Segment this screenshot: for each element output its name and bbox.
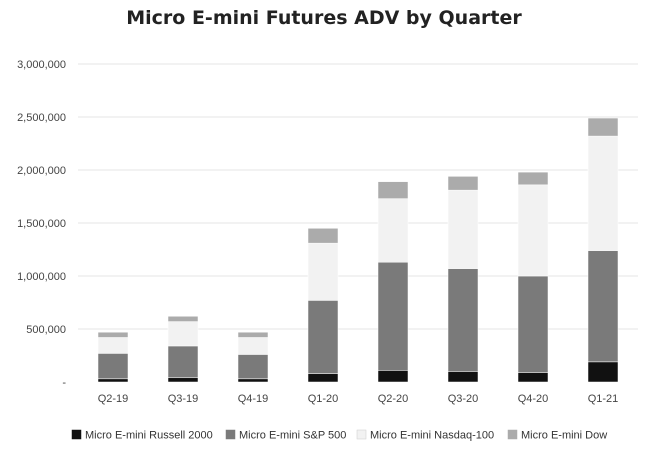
- bar-segment: [97, 353, 129, 380]
- bar-segment: [97, 331, 129, 338]
- y-tick-label: 1,500,000: [17, 218, 66, 230]
- bars-layer: [97, 117, 619, 383]
- bar-segment: [167, 345, 199, 379]
- bar-segment: [97, 337, 129, 354]
- y-tick-label: 3,000,000: [17, 59, 66, 71]
- bar-segment: [517, 171, 549, 186]
- bar-stack: [307, 228, 339, 383]
- bar-segment: [517, 275, 549, 373]
- chart-title: Micro E-mini Futures ADV by Quarter: [126, 7, 522, 29]
- bar-segment: [307, 300, 339, 374]
- x-tick-label: Q1-20: [308, 393, 339, 405]
- legend-swatch: [225, 429, 236, 440]
- x-axis: Q2-19 Q3-19 Q4-19 Q1-20 Q2-20 Q3-20 Q4-20 Q1-21: [98, 393, 619, 405]
- bar-segment: [517, 372, 549, 383]
- bar-segment: [307, 373, 339, 383]
- bar-stack: [517, 171, 549, 383]
- legend-swatch: [71, 429, 82, 440]
- bar-stack: [167, 316, 199, 383]
- bar-segment: [377, 370, 409, 383]
- bar-stack: [447, 176, 479, 383]
- bar-segment: [587, 135, 619, 251]
- y-tick-label: 2,000,000: [17, 165, 66, 177]
- bar-segment: [237, 337, 269, 355]
- y-tick-label: -: [62, 377, 66, 389]
- bar-segment: [237, 331, 269, 338]
- grid-layer: - 500,000 1,000,000 1,500,000 2,000,000 2,500…: [17, 59, 638, 389]
- bar-stack: [377, 181, 409, 383]
- bar-segment: [377, 198, 409, 263]
- bar-stack: [97, 331, 129, 383]
- x-tick-label: Q3-19: [168, 393, 199, 405]
- y-tick-label: 1,000,000: [17, 271, 66, 283]
- bar-stack: [587, 117, 619, 383]
- bar-segment: [307, 242, 339, 301]
- bar-segment: [587, 117, 619, 137]
- bar-segment: [447, 371, 479, 383]
- bar-segment: [517, 184, 549, 277]
- x-tick-label: Q4-19: [238, 393, 269, 405]
- bar-segment: [167, 316, 199, 322]
- legend-swatch: [356, 429, 367, 440]
- bar-segment: [377, 181, 409, 199]
- bar-segment: [237, 354, 269, 380]
- bar-segment: [447, 189, 479, 269]
- x-tick-label: Q2-19: [98, 393, 129, 405]
- bar-segment: [167, 377, 199, 383]
- bar-segment: [447, 176, 479, 191]
- legend-label: Micro E-mini Dow: [521, 430, 607, 442]
- bar-segment: [447, 268, 479, 372]
- legend-label: Micro E-mini S&P 500: [239, 430, 346, 442]
- x-tick-label: Q3-20: [448, 393, 479, 405]
- x-tick-label: Q4-20: [518, 393, 549, 405]
- bar-segment: [377, 261, 409, 371]
- bar-segment: [167, 321, 199, 347]
- y-tick-label: 500,000: [26, 324, 66, 336]
- legend-label: Micro E-mini Nasdaq-100: [370, 430, 494, 442]
- bar-segment: [587, 250, 619, 363]
- bar-segment: [97, 378, 129, 383]
- legend: Micro E-mini Russell 2000 Micro E-mini S&…: [71, 429, 607, 442]
- legend-label: Micro E-mini Russell 2000: [85, 430, 213, 442]
- x-tick-label: Q1-21: [588, 393, 619, 405]
- y-tick-label: 2,500,000: [17, 112, 66, 124]
- bar-segment: [587, 361, 619, 383]
- bar-stack: [237, 331, 269, 383]
- bar-segment: [307, 228, 339, 244]
- bar-segment: [237, 378, 269, 383]
- legend-swatch: [507, 429, 518, 440]
- x-tick-label: Q2-20: [378, 393, 409, 405]
